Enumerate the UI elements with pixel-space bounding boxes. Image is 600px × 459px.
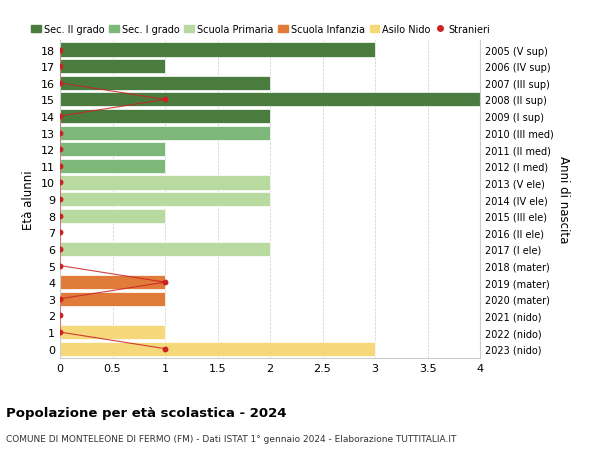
Point — [160, 345, 170, 353]
Bar — [60, 342, 375, 356]
Bar — [60, 143, 165, 157]
Bar — [60, 292, 165, 306]
Bar — [60, 60, 165, 74]
Bar — [60, 159, 165, 174]
Bar — [60, 209, 165, 223]
Point — [55, 179, 65, 187]
Point — [55, 146, 65, 154]
Point — [55, 213, 65, 220]
Bar — [60, 275, 165, 290]
Point — [55, 80, 65, 87]
Y-axis label: Età alunni: Età alunni — [22, 170, 35, 230]
Bar — [60, 93, 480, 107]
Text: Popolazione per età scolastica - 2024: Popolazione per età scolastica - 2024 — [6, 406, 287, 419]
Point — [55, 296, 65, 303]
Text: COMUNE DI MONTELEONE DI FERMO (FM) - Dati ISTAT 1° gennaio 2024 - Elaborazione T: COMUNE DI MONTELEONE DI FERMO (FM) - Dat… — [6, 434, 457, 443]
Point — [55, 129, 65, 137]
Bar — [60, 176, 270, 190]
Point — [55, 246, 65, 253]
Legend: Sec. II grado, Sec. I grado, Scuola Primaria, Scuola Infanzia, Asilo Nido, Stran: Sec. II grado, Sec. I grado, Scuola Prim… — [27, 21, 494, 39]
Bar — [60, 77, 270, 90]
Point — [55, 229, 65, 236]
Point — [55, 196, 65, 203]
Y-axis label: Anni di nascita: Anni di nascita — [557, 156, 570, 243]
Bar — [60, 44, 375, 57]
Bar — [60, 126, 270, 140]
Bar — [60, 193, 270, 207]
Bar — [60, 242, 270, 257]
Point — [55, 63, 65, 71]
Bar — [60, 325, 165, 339]
Point — [55, 163, 65, 170]
Point — [160, 279, 170, 286]
Point — [55, 263, 65, 270]
Point — [55, 312, 65, 319]
Point — [55, 47, 65, 54]
Point — [55, 329, 65, 336]
Bar — [60, 110, 270, 124]
Point — [55, 113, 65, 120]
Point — [160, 96, 170, 104]
